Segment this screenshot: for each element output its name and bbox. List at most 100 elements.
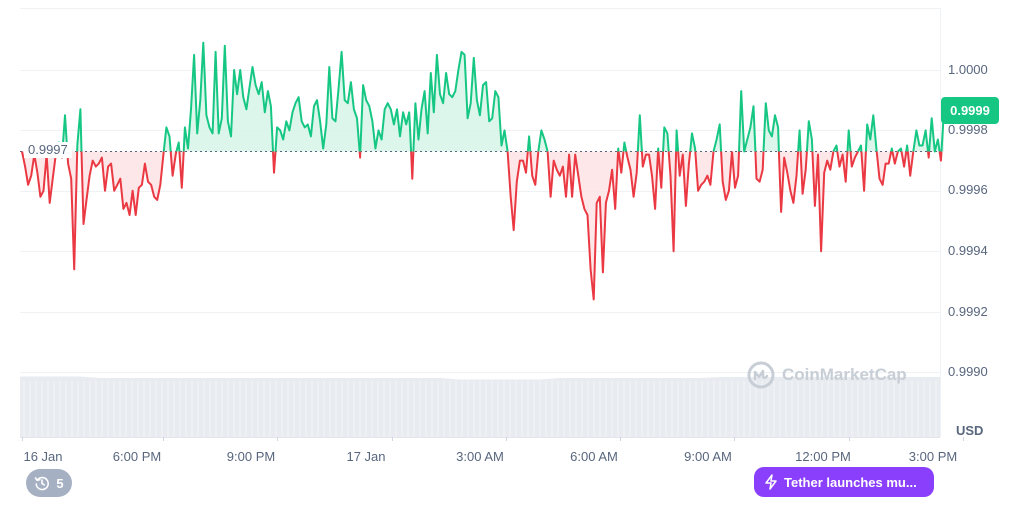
price-line-up-segment — [689, 132, 697, 152]
price-line-up-segment — [738, 90, 757, 153]
coinmarketcap-logo-icon — [747, 361, 775, 389]
price-line-down-segment — [677, 151, 692, 207]
history-clock-icon — [35, 476, 50, 491]
watermark-text: CoinMarketCap — [782, 365, 907, 384]
area-below-reference — [695, 151, 714, 191]
area-above-reference — [275, 51, 360, 152]
price-line-down-segment — [694, 151, 715, 192]
x-axis-ticks — [22, 437, 964, 441]
price-line-down-segment — [178, 151, 185, 189]
price-line-up-segment — [537, 129, 549, 152]
price-line-up-segment — [675, 129, 680, 152]
y-tick-label: 0.9990 — [948, 364, 988, 379]
x-tick-label: 16 Jan — [23, 449, 63, 464]
price-line-up-segment — [175, 141, 181, 152]
price-line-down-segment — [640, 151, 659, 210]
price-line-down-segment — [900, 151, 908, 168]
lightning-bolt-icon — [765, 474, 777, 490]
price-line-down-segment — [860, 151, 867, 192]
price-line-up-segment — [846, 129, 852, 152]
price-line-down-segment — [938, 151, 943, 162]
coinmarketcap-watermark: CoinMarketCap — [746, 360, 907, 390]
price-line-down-segment — [66, 151, 79, 271]
price-line-down-segment — [731, 151, 740, 189]
price-line-up-segment — [928, 117, 941, 153]
price-line-down-segment — [506, 151, 529, 232]
price-line-up-segment — [897, 147, 903, 153]
price-line-up-segment — [805, 120, 814, 152]
price-line-up-segment — [712, 123, 723, 152]
price-line-up-segment — [857, 144, 863, 152]
area-above-reference — [163, 127, 171, 152]
y-tick-label: 0.9994 — [948, 243, 988, 258]
x-tick-label: 9:00 AM — [684, 449, 732, 464]
reference-price-label: 0.9997 — [24, 142, 72, 158]
events-count: 5 — [56, 475, 64, 491]
volume-area — [20, 376, 940, 437]
price-line-up-segment — [905, 144, 909, 152]
y-tick-label: 0.9992 — [948, 304, 988, 319]
x-tick-label: 3:00 PM — [908, 449, 958, 464]
price-line-up-segment — [617, 147, 620, 152]
price-line-down-segment — [625, 151, 639, 198]
price-line-up-segment — [359, 84, 413, 152]
price-line-down-segment — [891, 151, 899, 165]
price-line-up-segment — [832, 144, 839, 152]
price-line-down-segment — [754, 151, 765, 183]
price-line-up-segment — [636, 114, 643, 152]
price-line-up-segment — [412, 50, 509, 152]
price-line-up-segment — [76, 108, 83, 152]
y-tick-label: 0.9998 — [948, 122, 988, 137]
price-line-up-segment — [890, 147, 894, 152]
price-line-up-segment — [762, 102, 780, 152]
price-line-down-segment — [657, 151, 665, 189]
news-event-label: Tether launches mu... — [784, 474, 917, 490]
price-line-up-segment — [662, 126, 670, 152]
price-line-down-segment — [169, 151, 178, 177]
price-line-down-segment — [617, 151, 625, 174]
price-line-down-segment — [777, 151, 800, 213]
price-line-up-segment — [526, 135, 532, 152]
price-line-up-segment — [162, 126, 172, 152]
current-price-badge: 0.9999 — [941, 97, 999, 124]
price-line-up-segment — [182, 41, 274, 152]
price-line-down-segment — [720, 151, 733, 201]
price-line-up-segment — [797, 129, 802, 152]
x-tick-label: 9:00 PM — [226, 449, 276, 464]
price-line-up-segment — [864, 114, 878, 152]
news-event-button[interactable]: Tether launches mu... — [754, 467, 934, 497]
y-tick-label: 1.0000 — [948, 62, 988, 77]
price-line-up-segment — [61, 114, 69, 152]
price-line-down-segment — [529, 151, 540, 186]
price-line-down-segment — [927, 151, 931, 159]
price-line-up-segment — [912, 129, 929, 152]
price-line-up-segment — [622, 141, 628, 152]
price-line-down-segment — [667, 151, 678, 253]
area-below-reference — [530, 151, 539, 185]
x-tick-label: 12:00 PM — [795, 449, 851, 464]
price-line-down-segment — [849, 151, 859, 168]
price-line-down-segment — [272, 151, 277, 174]
x-tick-label: 6:00 AM — [570, 449, 618, 464]
price-line-down-segment — [799, 151, 808, 195]
price-line-down-segment — [875, 151, 893, 186]
y-tick-label: 0.9996 — [948, 182, 988, 197]
price-line-down-segment — [80, 151, 165, 225]
price-line-down-segment — [811, 151, 835, 253]
x-tick-label: 3:00 AM — [456, 449, 504, 464]
currency-label: USD — [956, 423, 984, 438]
price-line-up-segment — [274, 50, 361, 152]
area-above-reference — [183, 42, 273, 152]
x-tick-label: 6:00 PM — [112, 449, 162, 464]
area-above-reference — [413, 51, 508, 152]
price-line-down-segment — [358, 151, 362, 159]
events-history-button[interactable]: 5 — [26, 469, 72, 497]
price-line-down-segment — [836, 151, 849, 183]
price-line-down-segment — [21, 151, 58, 204]
price-line-down-segment — [546, 151, 620, 301]
price-line-down-segment — [410, 151, 415, 180]
x-tick-label: 17 Jan — [346, 449, 386, 464]
area-above-reference — [763, 103, 779, 152]
price-line-down-segment — [906, 151, 915, 177]
